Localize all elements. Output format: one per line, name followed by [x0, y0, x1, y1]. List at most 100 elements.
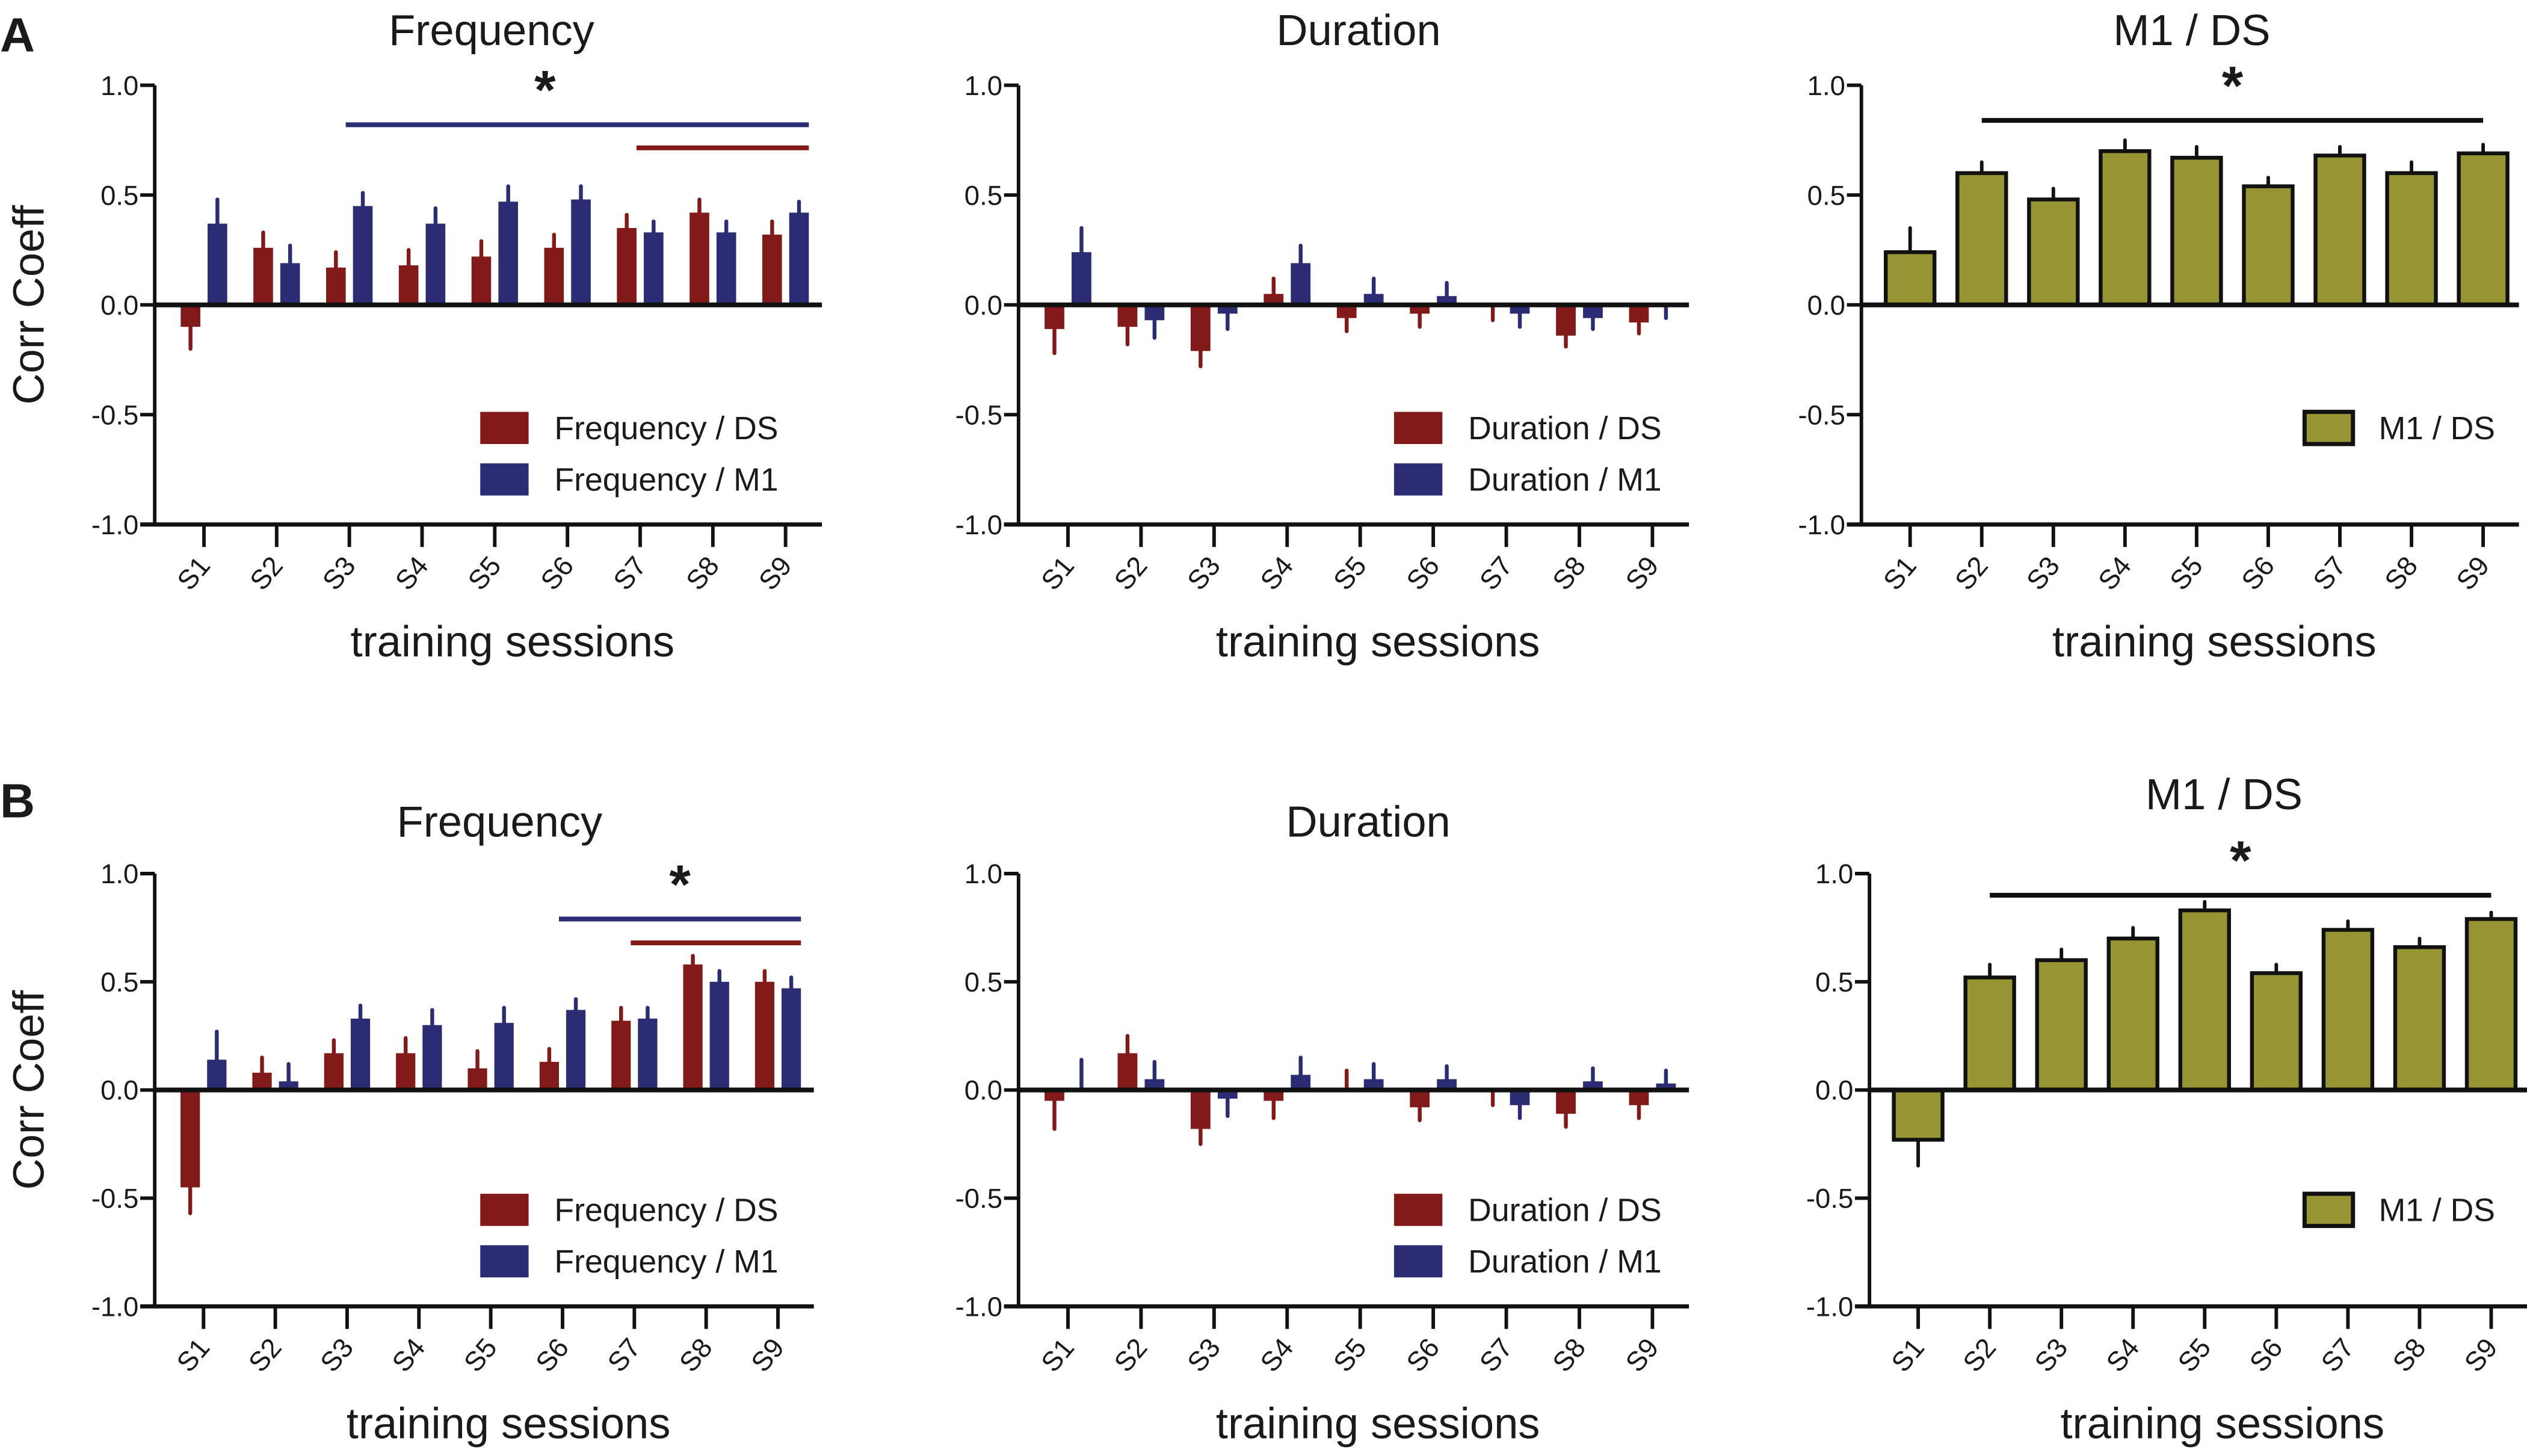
bar-duration-m1-s5 [1363, 1079, 1384, 1090]
y-tick-label: -1.0 [1798, 510, 1845, 540]
x-axis-title: training sessions [347, 1400, 671, 1448]
bar-m1-ds-s3 [2027, 197, 2080, 307]
bar-m1-ds-s5 [2178, 908, 2231, 1092]
x-tick-label: S6 [534, 551, 579, 596]
bar-duration-m1-s2 [1144, 1079, 1165, 1090]
bar-frequency-ds-s1 [180, 1090, 200, 1188]
bar-duration-m1-s5 [1363, 294, 1384, 305]
bar-frequency-m1-s7 [644, 232, 664, 305]
y-tick-label: -1.0 [955, 510, 1002, 540]
bar-frequency-m1-s4 [422, 1025, 442, 1090]
bar-frequency-m1-s9 [781, 988, 801, 1090]
x-tick-label: S4 [2100, 1333, 2146, 1378]
bar-frequency-m1-s1 [207, 1060, 227, 1090]
x-tick-label: S1 [1877, 551, 1922, 596]
panel-title: Duration [1286, 798, 1450, 847]
bar-m1-ds-s2 [1955, 171, 2008, 307]
x-tick-label: S4 [1254, 1333, 1300, 1378]
panel-letter-b: B [0, 774, 35, 828]
y-tick-label: 1.0 [100, 859, 138, 889]
legend: M1 / DS [2302, 1191, 2495, 1229]
y-tick-label: 0.5 [1807, 180, 1845, 211]
x-tick-label: S6 [1400, 1333, 1445, 1378]
legend-label: Duration / M1 [1468, 463, 1662, 498]
panel-letter-a: A [0, 8, 35, 63]
x-tick-label: S5 [2172, 1333, 2217, 1378]
bar-frequency-m1-s9 [789, 212, 809, 305]
bar-duration-ds-s2 [1117, 1053, 1138, 1090]
bar-frequency-m1-s8 [709, 981, 729, 1090]
bar-frequency-ds-s8 [690, 212, 709, 305]
y-tick-label: 0.0 [964, 1075, 1002, 1106]
y-tick-label: -0.5 [91, 1183, 138, 1214]
significance-star: * [2230, 830, 2251, 891]
bar-frequency-m1-s5 [498, 202, 518, 305]
panel-title: Frequency [397, 798, 603, 847]
bar-frequency-ds-s9 [754, 981, 775, 1090]
bar-frequency-ds-s6 [544, 247, 564, 305]
bar-frequency-m1-s7 [638, 1018, 658, 1090]
y-tick-label: -0.5 [1798, 399, 1845, 430]
x-tick-label: S1 [1035, 551, 1080, 596]
x-tick-label: S6 [529, 1333, 575, 1378]
y-tick-label: 1.0 [1807, 70, 1845, 101]
legend-swatch [1393, 463, 1443, 496]
x-tick-label: S4 [1254, 551, 1300, 596]
x-tick-label: S3 [2029, 1333, 2074, 1378]
x-axis-title: training sessions [1216, 618, 1540, 666]
y-tick-label: 0.5 [100, 180, 138, 211]
bar-duration-m1-s2 [1144, 304, 1165, 321]
bar-duration-ds-s2 [1117, 304, 1138, 327]
x-tick-label: S8 [1546, 1333, 1591, 1378]
legend-swatch [480, 463, 529, 496]
y-tick-label: 0.5 [964, 180, 1002, 211]
x-tick-label: S6 [2244, 1333, 2289, 1378]
legend-label: Frequency / M1 [554, 1244, 778, 1280]
y-tick-label: 0.5 [964, 967, 1002, 998]
x-tick-label: S9 [1620, 1333, 1665, 1378]
y-tick-label: -0.5 [1806, 1183, 1853, 1214]
x-tick-label: S8 [680, 551, 725, 596]
legend-label: Duration / DS [1468, 411, 1662, 446]
bar-m1-ds-s1 [1892, 1088, 1945, 1142]
x-tick-label: S9 [753, 551, 798, 596]
x-tick-label: S3 [314, 1333, 359, 1378]
bar-frequency-m1-s5 [494, 1023, 514, 1090]
x-tick-label: S2 [244, 551, 289, 596]
panel-title: Duration [1276, 7, 1440, 55]
bar-duration-ds-s3 [1191, 304, 1211, 351]
x-tick-label: S1 [171, 551, 216, 596]
bar-duration-ds-s1 [1044, 304, 1064, 329]
bar-duration-m1-s6 [1437, 1079, 1457, 1090]
y-tick-label: -1.0 [91, 510, 138, 540]
x-tick-label: S9 [2450, 551, 2495, 596]
chart-panel-B-frequency: Frequency 1.0 0.5 0.0 -0.5 -1.0 Corr Coeff S1 S2… [5, 798, 814, 1448]
legend-label: M1 / DS [2379, 411, 2495, 446]
bar-frequency-m1-s3 [353, 206, 373, 305]
bar-frequency-ds-s3 [326, 267, 346, 305]
bar-m1-ds-s1 [1884, 250, 1937, 307]
bar-duration-ds-s4 [1264, 294, 1284, 305]
significance-star: * [534, 60, 556, 121]
bar-frequency-ds-s6 [539, 1061, 560, 1090]
y-tick-label: 1.0 [1815, 859, 1853, 889]
bar-duration-ds-s5 [1336, 304, 1357, 318]
y-axis-title: Corr Coeff [5, 990, 53, 1190]
x-tick-label: S8 [673, 1333, 718, 1378]
chart-panel-A-frequency: Frequency 1.0 0.5 0.0 -0.5 -1.0 Corr Coeff S1 S2… [5, 7, 822, 666]
bar-m1-ds-s9 [2457, 151, 2510, 307]
bar-duration-ds-s6 [1410, 1090, 1430, 1108]
bar-duration-ds-s8 [1556, 1090, 1576, 1114]
y-tick-label: 0.0 [1807, 290, 1845, 321]
bar-frequency-ds-s3 [324, 1053, 344, 1090]
bar-frequency-m1-s1 [208, 223, 227, 305]
legend-swatch [480, 1194, 529, 1226]
panel-title: Frequency [389, 7, 594, 55]
x-tick-label: S9 [745, 1333, 790, 1378]
y-tick-label: 1.0 [964, 859, 1002, 889]
bar-duration-ds-s3 [1191, 1090, 1211, 1129]
bar-frequency-ds-s5 [467, 1068, 487, 1090]
legend-swatch [1393, 1245, 1443, 1278]
legend-swatch [480, 412, 529, 445]
